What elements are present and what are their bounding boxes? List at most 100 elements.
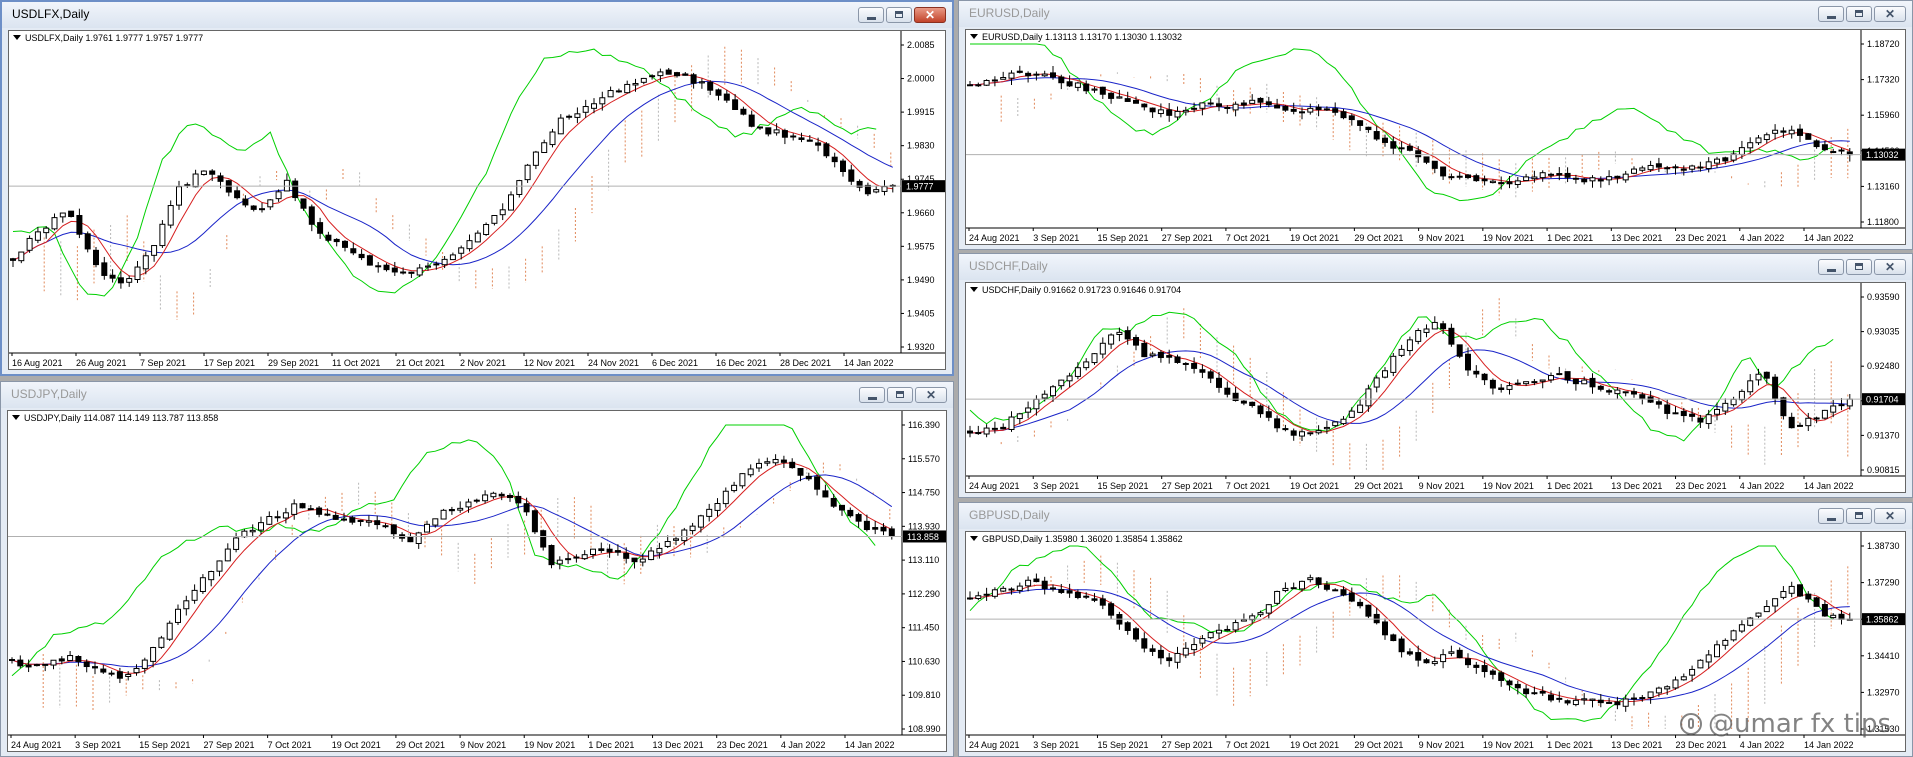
maximize-button[interactable] [1846, 508, 1872, 524]
candle-body [1083, 83, 1090, 92]
candle-body [1456, 175, 1463, 178]
date-label: 19 Nov 2021 [524, 740, 575, 750]
price-chart-svg: 2.0085 2.0000 1.9915 1.9830 1.9745 1.9660 1.95… [9, 31, 945, 368]
candle-body [1664, 167, 1671, 170]
candle-body [756, 462, 762, 469]
minimize-button[interactable] [1818, 6, 1844, 22]
dropdown-triangle-icon[interactable] [970, 536, 978, 541]
candle-body [1730, 630, 1737, 641]
candle-body [1597, 699, 1604, 704]
chart-window-usdlfx[interactable]: USDLFX,Daily ✕ USDLFX,Daily 1.9761 1.9777 … [0, 0, 954, 376]
window-title: USDJPY,Daily [11, 387, 87, 401]
chart-area[interactable]: USDJPY,Daily 114.087 114.149 113.787 113… [7, 410, 947, 752]
chart-window-usdjpy[interactable]: USDJPY,Daily ✕ USDJPY,Daily 114.087 114.14… [0, 381, 954, 757]
candle-body [831, 156, 838, 163]
candle-body [582, 106, 589, 113]
candle-body [864, 184, 871, 195]
dropdown-triangle-icon[interactable] [13, 35, 21, 40]
candle-body [1299, 111, 1305, 114]
candle-body [516, 180, 523, 196]
candle-body [425, 265, 431, 268]
minimize-button[interactable] [858, 7, 884, 23]
dropdown-triangle-icon[interactable] [970, 287, 978, 292]
candle-body [1614, 701, 1621, 706]
candle-body [1514, 683, 1521, 689]
candle-body [1830, 614, 1837, 619]
close-button[interactable]: ✕ [914, 7, 946, 23]
dropdown-triangle-icon[interactable] [970, 34, 978, 39]
candle-body [1780, 130, 1787, 133]
window-titlebar[interactable]: EURUSD,Daily ✕ [959, 1, 1912, 27]
chart-window-gbpusd[interactable]: GBPUSD,Daily ✕ GBPUSD,Daily 1.35980 1.3602… [958, 502, 1913, 757]
maximize-button[interactable] [887, 387, 913, 403]
candle-body [1523, 176, 1530, 182]
candle-body [1000, 587, 1007, 592]
minimize-button[interactable] [859, 387, 885, 403]
candle-body [1033, 398, 1040, 410]
candle-body [757, 126, 763, 129]
candle-body [1025, 579, 1032, 587]
dropdown-triangle-icon[interactable] [12, 415, 20, 420]
chart-area[interactable]: EURUSD,Daily 1.13113 1.13170 1.13030 1.1… [965, 29, 1906, 245]
price-level-label: 0.92480 [1867, 361, 1900, 371]
chart-window-eurusd[interactable]: EURUSD,Daily ✕ EURUSD,Daily 1.13113 1.1317… [958, 0, 1913, 250]
candle-body [1041, 73, 1048, 77]
candle-body [967, 597, 973, 600]
price-level-label: 113.930 [908, 521, 940, 531]
chart-window-usdchf[interactable]: USDCHF,Daily ✕ USDCHF,Daily 0.91662 0.9172… [958, 253, 1913, 498]
close-icon: ✕ [925, 388, 937, 402]
candle-body [208, 571, 215, 581]
minimize-button[interactable] [1818, 259, 1844, 275]
chart-ohlc-text: GBPUSD,Daily 1.35980 1.36020 1.35854 1.3… [982, 534, 1183, 544]
date-label: 17 Sep 2021 [204, 358, 255, 368]
candle-body [1008, 588, 1015, 591]
window-titlebar[interactable]: USDLFX,Daily ✕ [2, 2, 952, 28]
candle-body [1755, 373, 1762, 381]
candle-body [557, 117, 564, 135]
date-label: 24 Aug 2021 [11, 740, 62, 750]
close-button[interactable]: ✕ [1874, 6, 1906, 22]
candle-body [316, 507, 323, 515]
candle-body [308, 206, 315, 225]
candle-body [1199, 369, 1206, 373]
window-titlebar[interactable]: USDCHF,Daily ✕ [959, 254, 1912, 280]
date-label: 29 Oct 2021 [1354, 481, 1403, 491]
candle-body [1191, 362, 1198, 369]
chart-area[interactable]: USDCHF,Daily 0.91662 0.91723 0.91646 0.9… [965, 282, 1906, 493]
candle-body [1265, 411, 1272, 418]
candle-body [1722, 402, 1729, 412]
maximize-button[interactable] [1846, 6, 1872, 22]
maximize-button[interactable] [1846, 259, 1872, 275]
candle-body [365, 520, 372, 523]
candle-body [1498, 182, 1505, 185]
candle-body [1539, 379, 1546, 382]
candle-body [624, 83, 631, 94]
close-button[interactable]: ✕ [1874, 259, 1906, 275]
candle-body [591, 103, 597, 109]
candle-body [1041, 580, 1048, 590]
close-button[interactable]: ✕ [915, 387, 947, 403]
candle-body [1514, 382, 1521, 385]
window-titlebar[interactable]: GBPUSD,Daily ✕ [959, 503, 1912, 529]
candle-body [175, 608, 181, 623]
candle-body [574, 113, 581, 118]
candle-body [1340, 589, 1347, 596]
close-button[interactable]: ✕ [1874, 508, 1906, 524]
chart-area[interactable]: USDLFX,Daily 1.9761 1.9777 1.9757 1.9777… [8, 30, 946, 370]
chart-area[interactable]: GBPUSD,Daily 1.35980 1.36020 1.35854 1.3… [965, 531, 1906, 752]
candle-body [1481, 665, 1488, 673]
candle-body [1099, 86, 1106, 95]
candle-body [1606, 390, 1613, 393]
candle-body [1066, 81, 1073, 87]
candle-body [615, 90, 622, 93]
candle-body [1199, 102, 1206, 109]
close-icon: ✕ [1884, 7, 1896, 21]
candle-body [1365, 388, 1372, 407]
close-icon: ✕ [1884, 509, 1896, 523]
window-titlebar[interactable]: USDJPY,Daily ✕ [1, 382, 953, 408]
maximize-button[interactable] [886, 7, 912, 23]
candle-body [1830, 151, 1837, 154]
minimize-button[interactable] [1818, 508, 1844, 524]
date-label: 27 Sep 2021 [203, 740, 254, 750]
price-level-label: 1.9490 [907, 275, 935, 285]
